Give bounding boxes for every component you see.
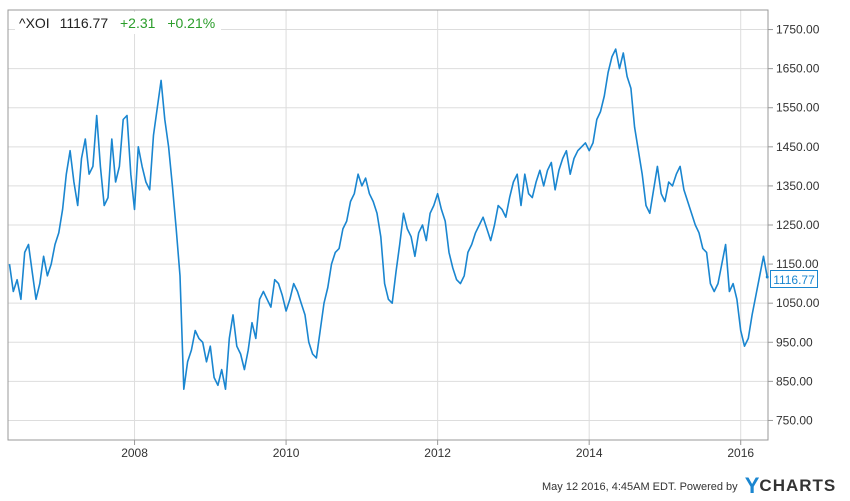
y-tick-label: 750.00 [776,413,813,427]
ticker-price: 1116.77 [59,15,109,31]
y-tick-label: 1150.00 [776,257,819,271]
y-tick-label: 1250.00 [776,218,820,232]
price-series-line [8,48,768,391]
y-tick-label: 1650.00 [776,62,820,76]
ycharts-logo-y[interactable]: Y [744,473,760,498]
powered-by-text: Powered by [679,481,738,493]
price-line-layer [8,48,769,391]
y-tick-label: 850.00 [776,374,813,388]
y-tick-label: 1050.00 [776,296,820,310]
timestamp: May 12 2016, 4:45AM EDT. [542,481,677,493]
x-tick-label: 2016 [727,446,754,460]
x-tick-label: 2014 [576,446,603,460]
ycharts-logo-text[interactable]: CHARTS [759,476,837,495]
ticker-symbol: ^XOI [19,15,50,31]
quote-header: ^XOI 1116.77 +2.31 +0.21% [15,12,222,34]
chart-footer: May 12 2016, 4:45AM EDT. Powered by YCHA… [542,474,836,498]
y-tick-label: 1750.00 [776,23,820,37]
last-point-marker [765,275,769,279]
y-tick-label: 1550.00 [776,101,820,115]
x-tick-label: 2012 [424,446,451,460]
y-tick-label: 950.00 [776,335,813,349]
grid [8,10,768,440]
last-price-tag: 1116.77 [770,270,818,288]
x-tick-label: 2008 [121,446,148,460]
price-change: +2.31 [120,15,156,31]
y-tick-label: 1450.00 [776,140,820,154]
y-tick-label: 1350.00 [776,179,820,193]
axes: 750.00 850.00 950.00 1050.00 1150.00 1250.00 1… [7,9,820,460]
price-change-percent: +0.21% [167,15,216,31]
x-tick-label: 2010 [273,446,300,460]
